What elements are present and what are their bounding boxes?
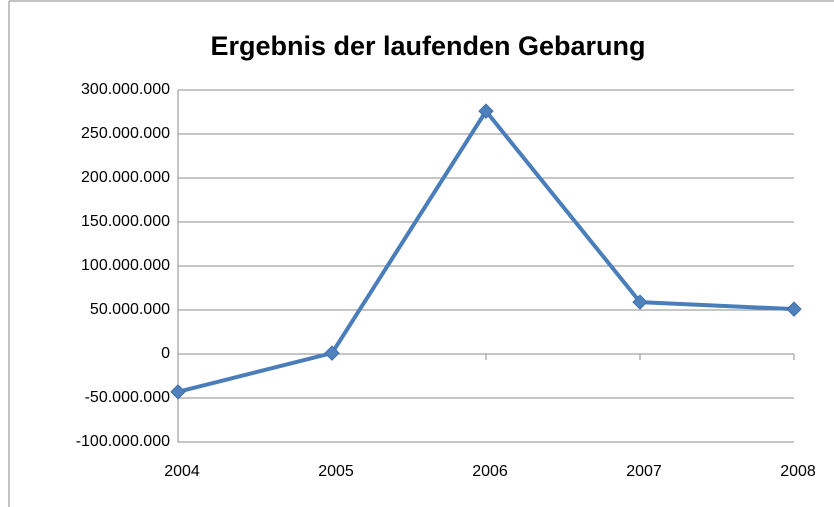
series-line (177, 109, 795, 394)
x-tick-label: 2007 (626, 463, 662, 480)
y-tick-label: 0 (161, 345, 170, 362)
chart-title: Ergebnis der laufenden Gebarung (210, 31, 645, 61)
y-tick-label: 150.000.000 (81, 213, 170, 230)
point-marker (632, 294, 648, 310)
y-tick-label: -100.000.000 (76, 433, 170, 450)
y-tick-label: 100.000.000 (81, 257, 170, 274)
y-tick-label: 250.000.000 (81, 125, 170, 142)
point-marker (324, 345, 340, 361)
point-marker (478, 103, 494, 119)
x-tick-label: 2004 (164, 463, 200, 480)
point-marker (170, 384, 186, 400)
x-tick-label: 2006 (472, 463, 508, 480)
y-tick-label: 50.000.000 (90, 301, 170, 318)
point-marker (786, 301, 802, 317)
x-tick-label: 2005 (318, 463, 354, 480)
y-tick-label: 200.000.000 (81, 169, 170, 186)
y-tick-label: -50.000.000 (85, 389, 171, 406)
x-tick-label: 2008 (780, 463, 816, 480)
y-tick-label: 300.000.000 (81, 81, 170, 98)
